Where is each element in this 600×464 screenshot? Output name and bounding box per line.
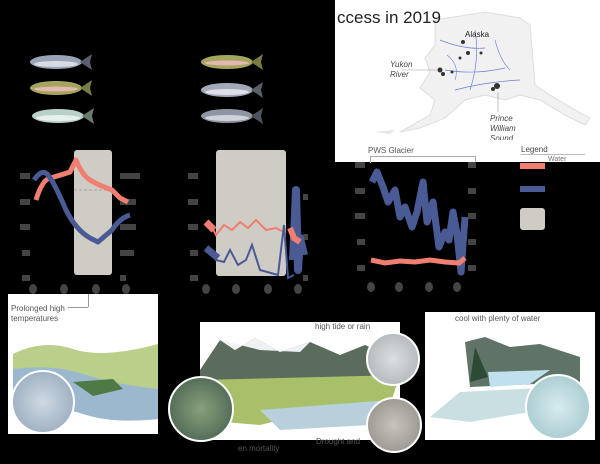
page-title: ccess in 2019 (337, 8, 441, 27)
chart-3 (355, 162, 476, 292)
callout-prince-william-sound: Prince William Sound (490, 114, 516, 143)
chart3-title: PWS Glacier (368, 146, 414, 155)
scene-middle-fish-inset-bottom (366, 397, 422, 453)
mountain-estuary-illustration (200, 338, 400, 430)
salmon-icon (30, 54, 92, 70)
scene-left: Prolonged high temperatures (8, 294, 158, 434)
legend-swatch-shaded (520, 208, 545, 230)
map-panel: Alaska Yukon River Prince William Sound (335, 0, 600, 162)
scene-middle-caption-top: high tide or rain (315, 322, 371, 331)
scene-middle-fish-inset-top (366, 332, 420, 386)
scene-middle-caption-bottom-right: Drought and (316, 437, 361, 446)
scene-left-caption: Prolonged high temperatures (11, 304, 65, 323)
legend-header (476, 140, 600, 162)
legend-title: Legend (521, 145, 548, 154)
legend-label-water: Water (548, 156, 567, 163)
legend-divider (521, 154, 585, 155)
trout-icon (30, 80, 92, 96)
chart3-bracket (370, 156, 476, 163)
chart-1 (20, 150, 140, 294)
salmon-icon (32, 108, 94, 124)
callout-yukon-river: Yukon River (390, 60, 413, 79)
chart3-title-strip: PWS Glacier (336, 145, 476, 163)
salmon-icon (201, 82, 263, 98)
legend-swatch-water (520, 163, 545, 169)
trout-icon (201, 54, 263, 70)
legend-swatch-flow (520, 186, 545, 192)
scene-middle-caption-bottom-left: en mortality (238, 444, 280, 453)
salmon-icon (201, 108, 263, 124)
scene-right-caption: cool with plenty of water (455, 314, 541, 323)
caption-leader-line (88, 294, 89, 307)
alaska-map (375, 11, 591, 134)
caption-leader-line (68, 307, 88, 308)
map-region-label: Alaska (465, 30, 490, 39)
scene-right: cool with plenty of water (425, 312, 595, 440)
scene-left-fish-inset (11, 370, 75, 434)
scene-middle-fish-school-inset (168, 376, 234, 442)
chart-2 (188, 150, 308, 294)
scene-right-salmon-inset (525, 374, 591, 440)
